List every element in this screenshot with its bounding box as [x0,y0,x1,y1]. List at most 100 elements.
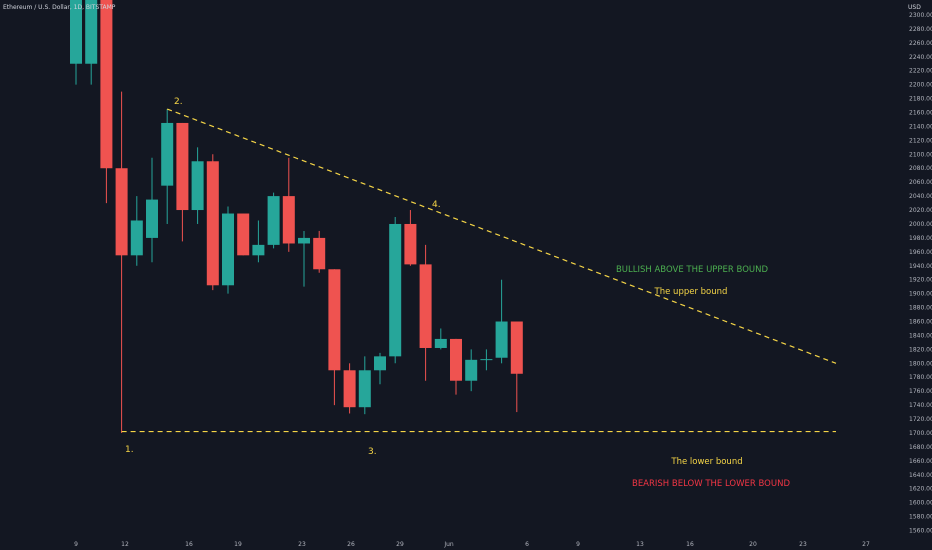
candle[interactable] [191,147,204,224]
y-tick-label: 2180.00 [909,96,932,103]
x-tick-label: 29 [396,541,404,548]
bullish-annotation: BULLISH ABOVE THE UPPER BOUND [616,265,769,275]
candle-body [404,223,417,265]
y-tick-label: 1560.00 [909,528,932,535]
x-tick-label: 9 [576,541,580,548]
x-axis[interactable]: 9 12 16 19 23 26 29 Jun 6 9 13 16 20 23 27 [74,541,870,548]
x-tick-label: 23 [799,541,807,548]
candle-body [389,223,402,357]
x-tick-label: 20 [749,541,757,548]
y-tick-label: 1620.00 [909,486,932,493]
y-tick-label: 1580.00 [909,514,932,521]
x-tick-label: Jun [443,541,454,548]
candle[interactable] [252,220,265,263]
candle[interactable] [85,0,98,85]
candle-body [374,356,386,371]
candle[interactable] [237,213,250,256]
y-tick-label: 1760.00 [909,388,932,395]
x-tick-label: 13 [636,541,644,548]
candle-body [480,359,493,361]
x-tick-label: 23 [298,541,306,548]
candle[interactable] [389,217,402,364]
x-tick-label: 6 [525,541,529,548]
y-tick-label: 1600.00 [909,500,932,507]
x-tick-label: 16 [686,541,694,548]
candle[interactable] [313,230,326,273]
x-tick-label: 9 [74,541,78,548]
candle[interactable] [176,122,189,242]
candle-body [313,237,326,270]
point-1-label: 1. [125,445,134,455]
y-axis[interactable]: 1560.00 1580.00 1600.00 1620.00 1640.00 1660.… [909,12,932,535]
candle[interactable] [404,210,417,266]
candle[interactable] [70,0,82,85]
y-tick-label: 2100.00 [909,151,932,158]
y-tick-label: 1720.00 [909,416,932,423]
candle-body [85,0,98,64]
candle-body [328,269,341,371]
candle-body [222,213,234,286]
y-tick-label: 2260.00 [909,40,932,47]
y-tick-label: 1700.00 [909,430,932,437]
candle-body [510,321,523,374]
candle[interactable] [298,230,310,287]
y-tick-label: 1900.00 [909,291,932,298]
y-tick-label: 2220.00 [909,68,932,75]
candle[interactable] [115,91,128,433]
candle[interactable] [374,352,386,385]
point-3-label: 3. [368,447,377,457]
y-tick-label: 2000.00 [909,221,932,228]
bearish-annotation: BEARISH BELOW THE LOWER BOUND [632,479,790,489]
candle[interactable] [480,349,493,371]
x-tick-label: 12 [121,541,129,548]
symbol-title: Ethereum / U.S. Dollar, 1D, BITSTAMP [3,4,116,11]
candle-body [206,161,219,286]
y-tick-label: 2020.00 [909,207,932,214]
candle-body [419,264,432,348]
candle[interactable] [161,109,174,224]
candles-layer [70,0,523,433]
candle-body [191,161,204,211]
candle-body [161,122,174,186]
x-tick-label: 16 [185,541,193,548]
y-tick-label: 2120.00 [909,137,932,144]
candle[interactable] [465,349,478,392]
candle-body [298,237,310,244]
point-4-label: 4. [432,200,441,210]
candle-body [130,220,143,256]
candle[interactable] [222,206,234,294]
candle[interactable] [282,157,295,252]
candle-body [100,0,113,169]
candle-body [450,338,462,381]
candle[interactable] [434,328,447,350]
candle-body [146,199,158,238]
candle-body [115,168,128,256]
y-tick-label: 2140.00 [909,123,932,130]
y-tick-label: 1780.00 [909,374,932,381]
trendlines-layer [121,108,837,433]
candle[interactable] [100,0,113,204]
candle[interactable] [510,321,523,413]
candle[interactable] [206,154,219,291]
candle-body [70,0,82,64]
candle[interactable] [450,338,462,395]
candle[interactable] [267,192,280,249]
candle[interactable] [495,279,508,364]
x-tick-label: 27 [862,541,870,548]
candle[interactable] [343,363,356,414]
lower-bound-annotation: The lower bound [670,457,742,467]
candle[interactable] [130,196,143,266]
candle-body [434,338,447,348]
candle[interactable] [419,244,432,381]
candle[interactable] [358,356,371,415]
trendline-upper-bound[interactable] [166,108,837,364]
candle-body [267,196,280,245]
y-tick-label: 2160.00 [909,110,932,117]
y-tick-label: 2300.00 [909,12,932,19]
candle[interactable] [146,157,158,263]
y-tick-label: 1660.00 [909,458,932,465]
candle-body [465,359,478,381]
candle[interactable] [328,269,341,406]
candle-body [237,213,250,256]
